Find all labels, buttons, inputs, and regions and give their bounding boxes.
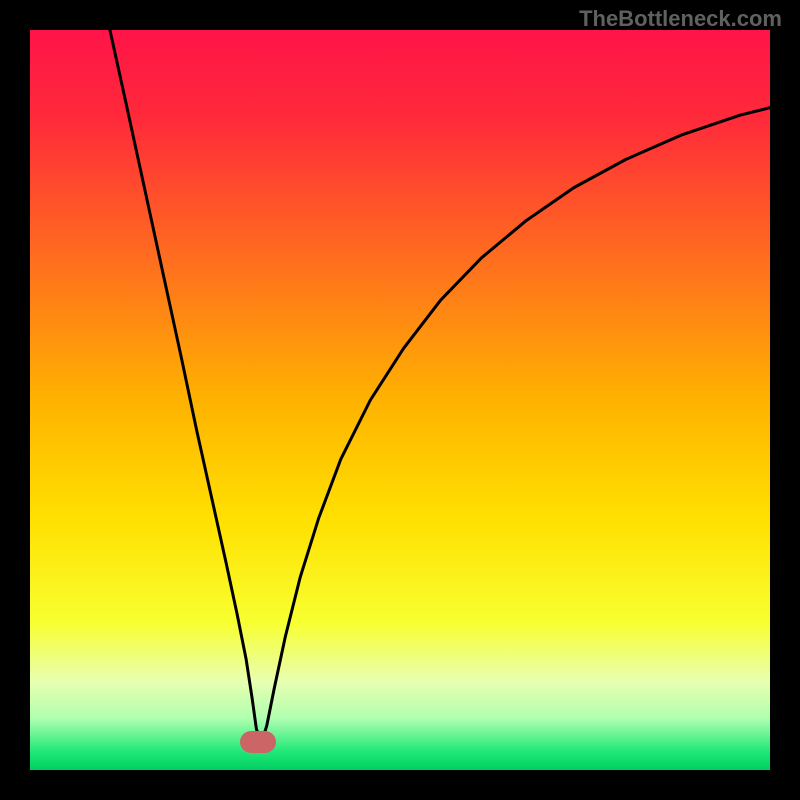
plot-area [30, 30, 770, 770]
chart-frame: TheBottleneck.com [0, 0, 800, 800]
watermark-text: TheBottleneck.com [579, 6, 782, 32]
optimum-marker [240, 731, 276, 753]
